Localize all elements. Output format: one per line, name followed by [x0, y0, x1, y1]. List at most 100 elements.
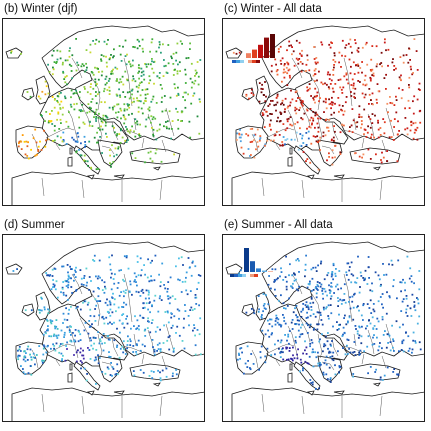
station-point: [324, 101, 327, 104]
station-point: [359, 271, 362, 274]
station-point: [332, 359, 335, 362]
border: [141, 137, 145, 149]
station-point: [49, 319, 52, 322]
station-point: [166, 288, 169, 290]
station-point: [60, 136, 62, 139]
station-point: [286, 120, 289, 123]
station-point: [247, 134, 250, 137]
station-point: [123, 109, 126, 112]
station-point: [282, 71, 285, 74]
station-point: [361, 92, 364, 95]
station-point: [112, 56, 114, 59]
station-point: [84, 322, 87, 324]
station-point: [327, 126, 330, 129]
station-point: [43, 345, 46, 348]
station-point: [195, 71, 198, 74]
station-point: [71, 268, 73, 270]
station-point: [97, 275, 100, 278]
station-point: [352, 82, 355, 85]
station-point: [151, 67, 154, 70]
station-point: [382, 263, 384, 265]
station-point: [148, 375, 151, 377]
station-point: [317, 285, 319, 288]
station-point: [75, 290, 77, 292]
station-point: [194, 75, 196, 77]
station-point: [327, 71, 330, 74]
station-point: [62, 265, 65, 268]
station-point: [199, 59, 202, 61]
station-point: [402, 339, 405, 342]
station-point: [112, 292, 114, 295]
station-point: [129, 340, 132, 343]
station-point: [181, 281, 184, 283]
station-point: [253, 309, 255, 312]
station-point: [103, 40, 106, 43]
station-point: [418, 315, 421, 318]
station-point: [55, 334, 58, 337]
station-point: [409, 65, 412, 68]
coastline: [333, 390, 345, 395]
station-point: [92, 336, 95, 339]
station-point: [101, 289, 104, 291]
station-point: [137, 291, 140, 294]
station-point: [150, 275, 152, 278]
station-point: [364, 269, 367, 272]
station-point: [328, 366, 331, 369]
station-point: [123, 108, 126, 111]
station-point: [282, 358, 285, 361]
station-point: [59, 118, 62, 121]
station-point: [352, 375, 354, 378]
station-point: [37, 95, 40, 98]
station-point: [95, 168, 98, 171]
station-point: [165, 121, 167, 123]
station-point: [331, 163, 334, 166]
station-point: [182, 326, 185, 329]
station-point: [85, 69, 88, 71]
station-point: [300, 117, 303, 119]
station-point: [368, 115, 370, 118]
station-point: [61, 265, 63, 268]
station-point: [18, 345, 21, 348]
station-point: [185, 289, 188, 292]
station-point: [152, 128, 155, 131]
station-point: [329, 83, 332, 85]
station-point: [315, 292, 318, 295]
station-point: [182, 264, 184, 266]
border: [367, 329, 375, 355]
station-point: [155, 138, 158, 141]
station-point: [377, 121, 379, 124]
station-point: [314, 68, 317, 70]
station-point: [167, 297, 170, 300]
border: [121, 345, 143, 353]
station-point: [93, 359, 96, 362]
station-point: [333, 292, 335, 294]
station-point: [97, 117, 100, 119]
station-point: [97, 168, 100, 170]
station-point: [131, 125, 133, 128]
border: [133, 117, 137, 131]
station-point: [275, 278, 278, 281]
station-point: [286, 358, 288, 361]
station-point: [291, 287, 294, 289]
station-point: [175, 265, 177, 268]
station-point: [101, 121, 104, 124]
station-point: [177, 119, 179, 121]
coastline: [73, 145, 101, 175]
station-point: [329, 351, 332, 354]
station-point: [314, 126, 316, 129]
border: [251, 349, 259, 369]
station-point: [94, 95, 97, 97]
station-point: [276, 73, 279, 76]
station-point: [361, 71, 363, 74]
station-point: [351, 295, 354, 298]
station-point: [174, 298, 177, 300]
station-point: [332, 90, 335, 93]
station-point: [177, 63, 179, 66]
station-point: [307, 308, 310, 311]
station-point: [295, 108, 298, 110]
station-point: [172, 372, 174, 375]
station-point: [111, 72, 114, 75]
station-point: [319, 285, 322, 288]
station-point: [56, 118, 58, 121]
station-point: [126, 315, 128, 318]
